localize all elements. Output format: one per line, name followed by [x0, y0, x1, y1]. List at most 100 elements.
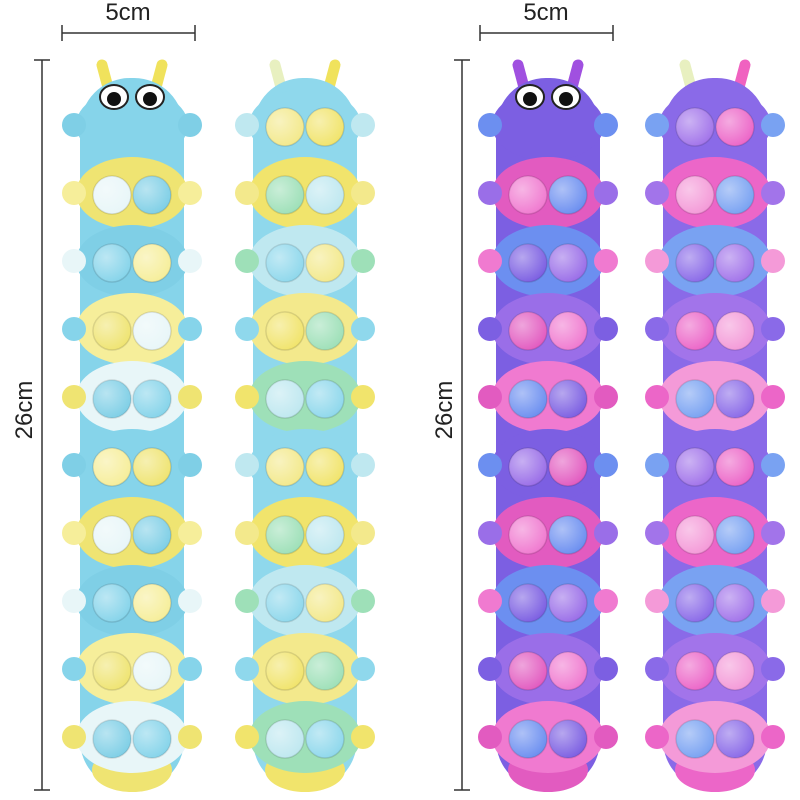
- caterpillar: [235, 59, 375, 792]
- side-bump: [594, 249, 618, 273]
- side-bump: [178, 589, 202, 613]
- pop-shine: [509, 312, 547, 350]
- pop-shine: [133, 244, 171, 282]
- pop-shine: [549, 244, 587, 282]
- pop-shine: [93, 312, 131, 350]
- pop-shine: [266, 108, 304, 146]
- pop-shine: [133, 516, 171, 554]
- side-bump: [594, 385, 618, 409]
- pop-shine: [306, 448, 344, 486]
- side-bump: [235, 249, 259, 273]
- side-bump: [478, 725, 502, 749]
- side-bump: [235, 589, 259, 613]
- pop-shine: [266, 516, 304, 554]
- side-bump: [178, 453, 202, 477]
- caterpillar: [62, 59, 202, 792]
- pop-shine: [306, 584, 344, 622]
- pop-shine: [133, 652, 171, 690]
- side-bump: [478, 453, 502, 477]
- pop-shine: [549, 380, 587, 418]
- pop-shine: [509, 720, 547, 758]
- side-bump: [178, 249, 202, 273]
- side-bump: [351, 725, 375, 749]
- side-bump: [235, 385, 259, 409]
- height-label: 26cm: [11, 381, 38, 440]
- side-bump: [62, 317, 86, 341]
- pop-shine: [716, 176, 754, 214]
- side-bump: [351, 453, 375, 477]
- side-bump: [645, 317, 669, 341]
- pop-shine: [676, 516, 714, 554]
- pop-shine: [266, 380, 304, 418]
- side-bump: [178, 317, 202, 341]
- side-bump: [235, 657, 259, 681]
- side-bump: [478, 317, 502, 341]
- side-bump: [351, 589, 375, 613]
- side-bump: [761, 657, 785, 681]
- segment: [76, 89, 188, 161]
- side-bump: [235, 453, 259, 477]
- pop-shine: [716, 720, 754, 758]
- pop-shine: [549, 652, 587, 690]
- caterpillar: [645, 59, 785, 792]
- side-bump: [178, 385, 202, 409]
- side-bump: [62, 657, 86, 681]
- side-bump: [235, 317, 259, 341]
- pop-shine: [133, 448, 171, 486]
- side-bump: [62, 453, 86, 477]
- pop-shine: [676, 244, 714, 282]
- pop-shine: [266, 176, 304, 214]
- side-bump: [62, 113, 86, 137]
- pop-shine: [716, 108, 754, 146]
- side-bump: [351, 249, 375, 273]
- pop-shine: [716, 584, 754, 622]
- pop-shine: [549, 584, 587, 622]
- side-bump: [594, 181, 618, 205]
- pop-shine: [93, 176, 131, 214]
- side-bump: [761, 453, 785, 477]
- side-bump: [594, 113, 618, 137]
- side-bump: [645, 725, 669, 749]
- side-bump: [351, 181, 375, 205]
- side-bump: [235, 113, 259, 137]
- pop-shine: [509, 448, 547, 486]
- side-bump: [761, 113, 785, 137]
- pop-shine: [306, 516, 344, 554]
- pop-shine: [509, 380, 547, 418]
- side-bump: [645, 521, 669, 545]
- pop-shine: [266, 652, 304, 690]
- pop-shine: [676, 312, 714, 350]
- pop-shine: [93, 516, 131, 554]
- side-bump: [178, 181, 202, 205]
- pop-shine: [93, 652, 131, 690]
- side-bump: [62, 249, 86, 273]
- caterpillar: [478, 59, 618, 792]
- side-bump: [594, 317, 618, 341]
- pop-shine: [93, 448, 131, 486]
- side-bump: [761, 725, 785, 749]
- pop-shine: [266, 448, 304, 486]
- pop-shine: [266, 720, 304, 758]
- side-bump: [235, 521, 259, 545]
- side-bump: [351, 385, 375, 409]
- caterpillar-toys: [62, 59, 785, 792]
- pop-shine: [676, 108, 714, 146]
- pop-shine: [93, 584, 131, 622]
- width-label: 5cm: [523, 0, 568, 26]
- pop-shine: [306, 720, 344, 758]
- side-bump: [235, 181, 259, 205]
- pop-shine: [676, 176, 714, 214]
- side-bump: [62, 725, 86, 749]
- side-bump: [62, 589, 86, 613]
- pop-shine: [266, 244, 304, 282]
- side-bump: [478, 385, 502, 409]
- side-bump: [761, 181, 785, 205]
- pop-shine: [509, 176, 547, 214]
- side-bump: [761, 385, 785, 409]
- side-bump: [478, 181, 502, 205]
- side-bump: [178, 657, 202, 681]
- pop-shine: [509, 584, 547, 622]
- pop-shine: [133, 720, 171, 758]
- side-bump: [761, 589, 785, 613]
- pop-shine: [676, 652, 714, 690]
